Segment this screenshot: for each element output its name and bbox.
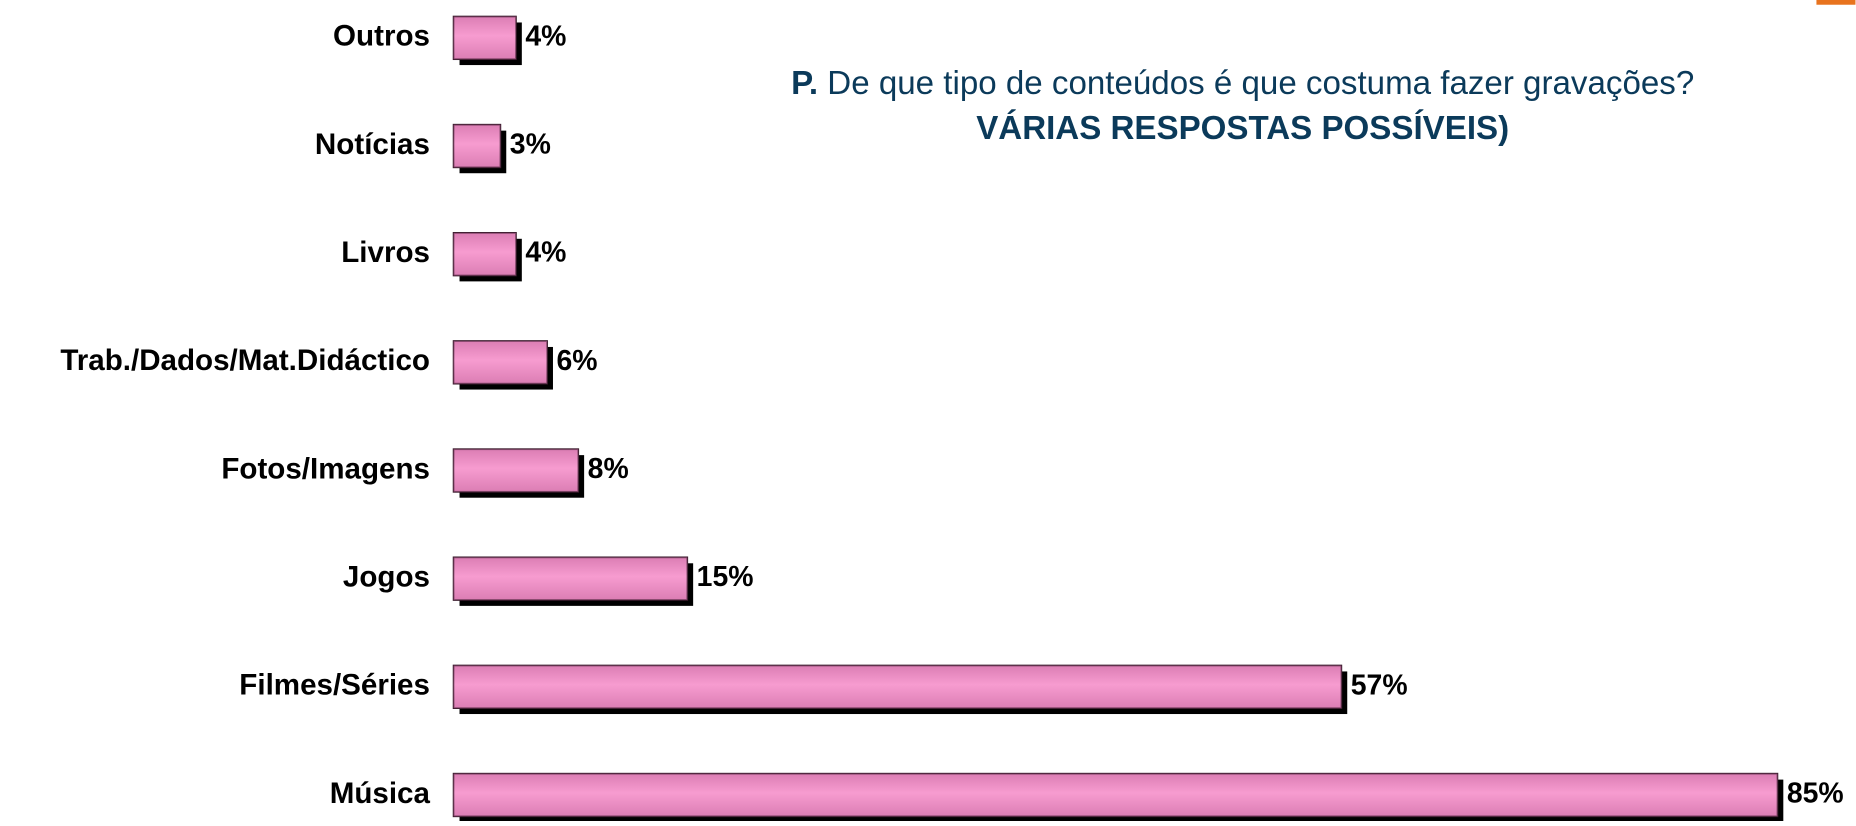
bar-shade — [453, 449, 579, 492]
bar-shade — [453, 557, 688, 600]
category-label: Outros — [333, 20, 430, 53]
value-label: 57% — [1351, 669, 1408, 701]
category-label: Música — [330, 777, 431, 810]
bar-shade — [453, 665, 1342, 709]
chart-title: P. De que tipo de conteúdos é que costum… — [791, 65, 1694, 102]
value-label: 3% — [510, 129, 551, 161]
bar-shade — [453, 232, 516, 276]
category-label: Trab./Dados/Mat.Didáctico — [60, 344, 430, 377]
category-label: Notícias — [315, 128, 430, 161]
bar-shade — [453, 773, 1778, 817]
value-label: 6% — [557, 345, 598, 377]
value-label: 4% — [525, 20, 566, 52]
value-label: 4% — [525, 237, 566, 269]
chart-subtitle: VÁRIAS RESPOSTAS POSSÍVEIS) — [976, 109, 1509, 147]
value-label: 85% — [1787, 777, 1844, 809]
title-prefix: P. — [791, 65, 818, 102]
bar-shade — [453, 124, 501, 168]
value-label: 8% — [588, 453, 629, 485]
category-label: Jogos — [343, 560, 430, 593]
category-label: Fotos/Imagens — [221, 452, 430, 485]
category-label: Filmes/Séries — [239, 669, 430, 702]
value-label: 15% — [697, 561, 754, 593]
title-question: De que tipo de conteúdos é que costuma f… — [827, 65, 1694, 102]
bar-shade — [453, 16, 516, 60]
corner-accent — [1816, 0, 1856, 5]
category-label: Livros — [341, 236, 430, 269]
bar-shade — [453, 341, 548, 384]
